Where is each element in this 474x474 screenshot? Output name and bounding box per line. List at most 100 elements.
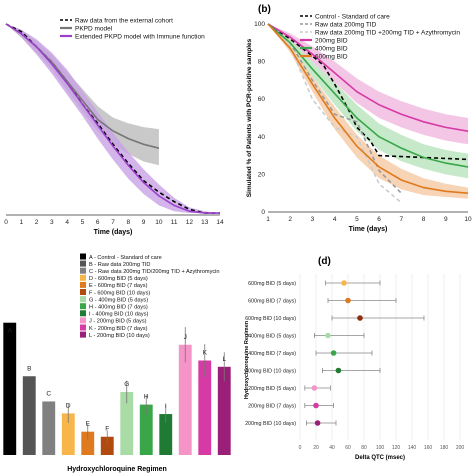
- bar-category-label: J: [184, 334, 187, 341]
- row-label: 600mg BID (10 days): [245, 316, 296, 322]
- x-tick-label: 14: [216, 219, 224, 226]
- bar-category-label: E: [86, 421, 91, 428]
- x-tick-label: 160: [424, 445, 433, 451]
- x-tick-label: 2: [288, 216, 292, 223]
- legend-swatch-9: [80, 317, 86, 324]
- bar-F: [100, 436, 114, 455]
- x-axis-title: Time (days): [349, 226, 388, 233]
- point-2: [357, 315, 363, 321]
- x-tick-label: 40: [329, 445, 335, 451]
- y-tick-label: 100: [254, 21, 265, 28]
- x-axis-title: Delta QTC (msec): [355, 455, 405, 461]
- point-8: [314, 420, 321, 426]
- panel-d: 0 20 40 60 80 100 120 140 160 180 200 600mg BID (5 …: [244, 274, 464, 461]
- legend-label-3: D - 600mg BID (5 days): [89, 276, 148, 282]
- legend-label-2: C - Raw data 200mg TID/200mg TID + Azyth…: [89, 269, 220, 275]
- bar-category-label: B: [27, 365, 31, 372]
- bar-E: [81, 431, 95, 455]
- bar-B: [22, 376, 36, 455]
- bar-category-label: G: [124, 381, 129, 388]
- legend-label-0: Raw data from the external cohort: [75, 17, 173, 24]
- x-tick-label: 20: [313, 445, 319, 451]
- point-1: [345, 297, 351, 304]
- legend-label-5: F - 600mg BID (10 days): [89, 290, 150, 296]
- legend-swatch-2: [80, 267, 86, 274]
- y-axis-title: Simulated % of Patients with PCR-positiv…: [246, 38, 253, 197]
- point-7: [313, 402, 319, 409]
- x-tick-label: 10: [155, 219, 163, 226]
- series-line-3: [267, 23, 469, 132]
- legend-label-0: Control - Standard of care: [315, 13, 390, 20]
- confidence-band-3: [268, 24, 468, 145]
- x-tick-label: 4: [333, 216, 337, 223]
- x-axis-title: Time (days): [94, 229, 133, 236]
- legend-label-6: G - 400mg BID (5 days): [89, 297, 148, 303]
- x-tick-label: 3: [50, 219, 54, 226]
- x-tick-label: 10: [464, 216, 472, 223]
- legend-swatch-10: [80, 324, 86, 331]
- row-label: 200mg BID (7 days): [248, 404, 296, 410]
- x-tick-label: 4: [65, 219, 69, 226]
- bar-category-label: H: [144, 394, 149, 401]
- legend-label-2: Raw data 200mg TID +200mg TID + Azythrom…: [315, 29, 460, 36]
- x-tick-label: 80: [361, 445, 367, 451]
- x-axis-title: Hydroxychloroquine Regimen: [67, 466, 167, 473]
- x-tick-label: 6: [96, 219, 100, 226]
- x-tick-label: 120: [392, 445, 401, 451]
- y-tick-label: 80: [258, 59, 266, 66]
- legend-swatch-3: [80, 274, 86, 281]
- bar-A: [3, 322, 17, 455]
- row-label: 400mg BID (5 days): [248, 334, 296, 340]
- legend-swatch-0: [80, 253, 86, 260]
- series-line-0: [267, 23, 469, 161]
- legend-swatch-8: [80, 310, 86, 317]
- bar-L: [217, 366, 231, 455]
- point-6: [311, 385, 318, 391]
- bar-K: [198, 360, 212, 455]
- row-label: 200mg BID (10 days): [245, 421, 296, 427]
- legend-label-3: 200mg BID: [315, 37, 348, 44]
- y-tick-label: 40: [258, 134, 266, 141]
- x-tick-label: 9: [142, 219, 146, 226]
- bar-category-label: L: [222, 356, 226, 363]
- legend-label-11: L - 200mg BID (10 days): [89, 333, 150, 339]
- y-axis-title: Hydroxychloroquine Regimen: [244, 320, 250, 399]
- x-tick-label: 13: [201, 219, 209, 226]
- panel-c: A B C D E F G H I J K L Hydroxychloroquine Regimen A …: [3, 253, 231, 473]
- panel-label-d: (d): [318, 256, 331, 267]
- confidence-band-5: [268, 24, 468, 199]
- panel-label-b: (b): [258, 4, 271, 15]
- legend-label-4: 400mg BID: [315, 45, 348, 52]
- bar-category-label: A: [8, 328, 13, 335]
- x-tick-label: 0: [299, 445, 302, 451]
- x-tick-label: 8: [422, 216, 426, 223]
- bar-I: [159, 414, 173, 455]
- point-0: [341, 280, 347, 286]
- row-label: 600mg BID (5 days): [248, 281, 296, 287]
- x-tick-label: 2: [35, 219, 39, 226]
- x-tick-label: 5: [355, 216, 359, 223]
- bar-H: [139, 404, 153, 455]
- bar-category-label: F: [105, 426, 109, 433]
- bar-category-label: D: [66, 402, 71, 409]
- x-tick-label: 0: [4, 219, 8, 226]
- series-line-5: [267, 23, 469, 194]
- y-tick-label: 20: [258, 171, 266, 178]
- series-line-2: [267, 23, 402, 204]
- x-tick-label: 9: [444, 216, 448, 223]
- point-3: [325, 332, 331, 339]
- legend-swatch-1: [80, 260, 86, 267]
- x-tick-label: 140: [408, 445, 417, 451]
- row-label: 400mg BID (10 days): [245, 369, 296, 375]
- legend-label-9: J - 200mg BID (5 days): [89, 319, 147, 325]
- x-tick-label: 12: [186, 219, 194, 226]
- point-4: [330, 350, 337, 356]
- bar-category-label: K: [203, 350, 208, 357]
- bar-C: [42, 401, 56, 455]
- x-tick-label: 8: [126, 219, 130, 226]
- bar-D: [61, 413, 75, 455]
- x-tick-label: 6: [377, 216, 381, 223]
- legend-swatch-4: [80, 281, 86, 288]
